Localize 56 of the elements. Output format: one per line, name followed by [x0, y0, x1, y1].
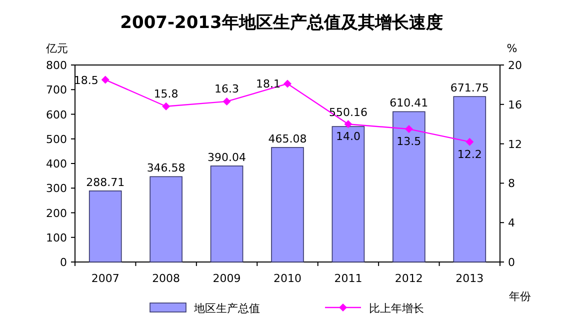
bar — [88, 190, 122, 262]
x-tick-label: 2012 — [394, 272, 423, 285]
y-tick-label: 800 — [46, 59, 67, 72]
x-tick-label: 2010 — [274, 272, 302, 285]
x-axis-title: 年份 — [509, 290, 531, 303]
data-label: 346.58 — [146, 162, 186, 175]
point — [466, 138, 474, 146]
x-tick-label: 2008 — [152, 272, 180, 285]
point — [344, 120, 352, 128]
y-tick-label: 100 — [46, 231, 67, 244]
y2-tick-label: 16 — [508, 98, 522, 112]
point — [162, 102, 170, 110]
bar — [453, 96, 486, 262]
data-label: 610.41 — [390, 96, 428, 110]
x-tick-label: 2007 — [91, 272, 120, 285]
data-label: 12.2 — [457, 148, 482, 161]
x-tick-label: 2009 — [212, 272, 241, 285]
y2-tick-label: 12 — [508, 138, 522, 151]
data-label: 390.04 — [208, 150, 246, 164]
y2-axis-title: % — [506, 42, 518, 55]
y-tick-label: 600 — [46, 108, 67, 122]
point — [284, 80, 292, 88]
y-tick-label: 200 — [46, 206, 67, 220]
data-label: 550.16 — [328, 106, 368, 120]
bar — [150, 176, 182, 262]
point — [404, 125, 413, 134]
y-tick-label: 700 — [46, 84, 67, 97]
legend-label: 地区生产总值 — [193, 302, 260, 315]
data-label: 18.1 — [256, 78, 280, 91]
point — [222, 97, 231, 106]
data-label: 288.71 — [86, 176, 125, 189]
data-label: 18.5 — [74, 74, 98, 87]
x-tick-label: 2011 — [334, 272, 362, 285]
data-label: 671.75 — [450, 82, 489, 95]
y-tick-label: 300 — [46, 182, 67, 196]
data-label: 465.08 — [268, 132, 307, 146]
data-label: 15.8 — [154, 87, 178, 100]
point — [101, 76, 110, 84]
y-axis-title: 亿元 — [45, 42, 68, 55]
y-tick-label: 500 — [46, 132, 67, 146]
bar — [392, 111, 426, 262]
bar — [271, 147, 304, 262]
y-tick-label: 0 — [60, 256, 67, 269]
y2-tick-label: 20 — [508, 59, 522, 72]
data-label: 13.5 — [396, 135, 422, 148]
chart-title: 2007-2013年地区生产总值及其增长速度 — [120, 13, 443, 33]
y2-tick-label: 8 — [508, 177, 515, 190]
y2-tick-label: 4 — [508, 216, 515, 230]
legend-label: 比上年增长 — [369, 302, 424, 315]
bar — [210, 166, 244, 262]
y2-tick-label: 0 — [508, 256, 515, 269]
data-label: 16.3 — [214, 82, 240, 96]
data-label: 14.0 — [336, 130, 360, 144]
x-tick-label: 2013 — [456, 272, 484, 285]
bar — [332, 126, 365, 262]
y-tick-label: 400 — [46, 158, 67, 170]
